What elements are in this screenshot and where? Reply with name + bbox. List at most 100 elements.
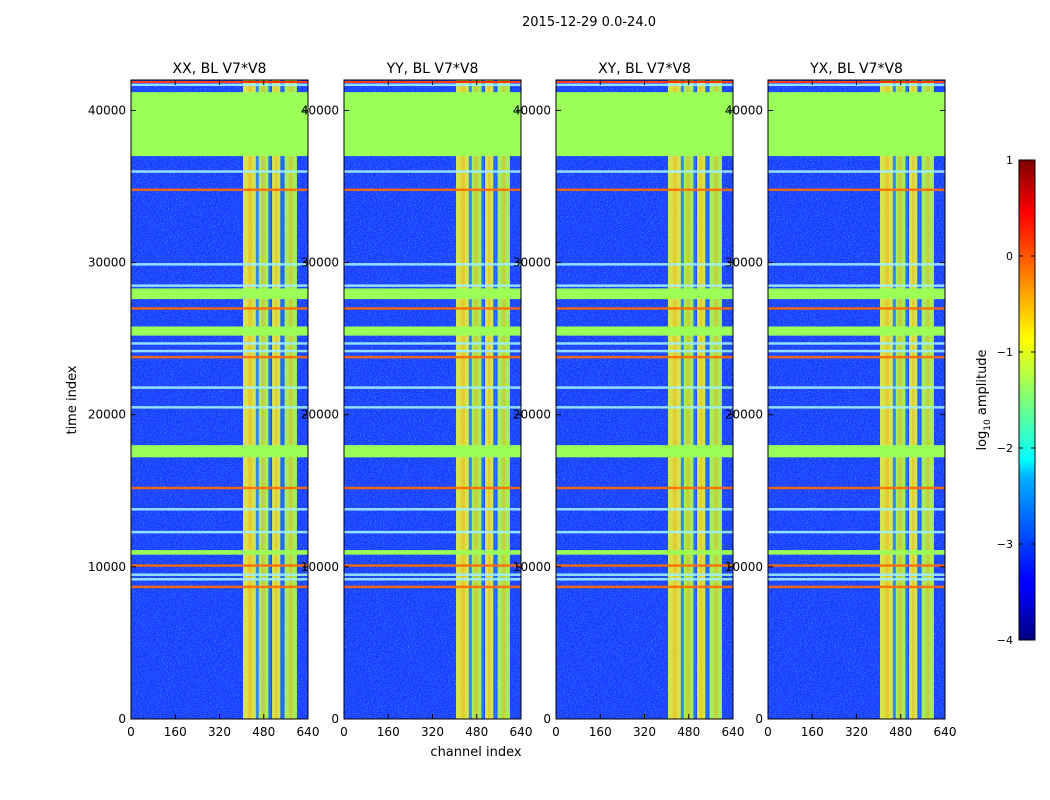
- figure-title: 2015-12-29 0.0-24.0: [522, 15, 656, 30]
- y-tick-label: 10000: [301, 560, 339, 574]
- flagged-range: [768, 92, 945, 157]
- rfi-row: [768, 170, 945, 173]
- rfi-row: [344, 263, 521, 266]
- rfi-row: [344, 170, 521, 173]
- bright-band-core: [699, 80, 703, 719]
- rfi-row: [768, 573, 945, 576]
- rfi-row: [768, 564, 945, 567]
- rfi-row: [131, 530, 308, 534]
- bright-band-core: [460, 80, 465, 719]
- bright-band-core: [274, 80, 278, 719]
- bright-band-core: [288, 80, 293, 719]
- y-tick-label: 20000: [725, 408, 763, 422]
- rfi-row: [556, 386, 733, 389]
- rfi-row: [131, 284, 308, 287]
- rfi-row: [131, 170, 308, 173]
- rfi-row: [556, 578, 733, 581]
- rfi-row: [344, 342, 521, 345]
- bright-band: [485, 80, 494, 719]
- bright-band-core: [884, 80, 889, 719]
- band-gap: [705, 80, 709, 719]
- rfi-row: [768, 188, 945, 192]
- x-tick-label: 640: [297, 725, 320, 739]
- y-tick-label: 30000: [725, 256, 763, 270]
- y-tick-label: 30000: [513, 256, 551, 270]
- y-tick-label: 10000: [88, 560, 126, 574]
- bright-band-core: [487, 80, 491, 719]
- y-tick-label: 30000: [88, 256, 126, 270]
- y-tick-label: 0: [331, 712, 339, 726]
- rfi-row: [768, 349, 945, 353]
- rfi-row: [768, 585, 945, 589]
- bright-band: [697, 80, 706, 719]
- flagged-range: [131, 92, 308, 157]
- x-tick-label: 0: [764, 725, 772, 739]
- flagged-range: [131, 288, 308, 300]
- bright-band: [497, 80, 510, 719]
- y-tick-label: 40000: [88, 103, 126, 117]
- bright-band: [469, 80, 483, 719]
- rfi-row: [556, 564, 733, 567]
- bright-band: [272, 80, 281, 719]
- x-tick-label: 480: [252, 725, 275, 739]
- rfi-row: [556, 406, 733, 409]
- rfi-row: [768, 508, 945, 511]
- colorbar-ticks: 1 0 −1 −2 −3 −4: [997, 154, 1035, 647]
- rfi-row: [131, 307, 308, 310]
- bright-band-core: [474, 80, 478, 719]
- flagged-range: [768, 550, 945, 555]
- rfi-row: [344, 564, 521, 567]
- rfi-row: [344, 573, 521, 576]
- rfi-row: [131, 342, 308, 345]
- rfi-row: [556, 307, 733, 310]
- rfi-row: [768, 263, 945, 266]
- bright-band: [256, 80, 270, 719]
- rfi-row: [556, 188, 733, 192]
- y-tick-label: 20000: [88, 408, 126, 422]
- rfi-row: [131, 486, 308, 490]
- rfi-row: [344, 386, 521, 389]
- rfi-row: [131, 349, 308, 353]
- rfi-row: [344, 355, 521, 359]
- band-gap: [255, 80, 259, 719]
- flagged-range: [556, 326, 733, 336]
- colorbar-label-subscript: 10: [983, 419, 993, 431]
- panel-title: XY, BL V7*V8: [598, 61, 691, 77]
- band-gap: [280, 80, 284, 719]
- x-tick-label: 160: [377, 725, 400, 739]
- rfi-row: [768, 530, 945, 534]
- rfi-row: [131, 573, 308, 576]
- bright-band-core: [898, 80, 902, 719]
- colorbar: 10−1−2−3−4 log10 amplitude: [975, 154, 1036, 647]
- x-tick-label: 0: [340, 725, 348, 739]
- rfi-row: [131, 386, 308, 389]
- y-tick-label: 40000: [301, 103, 339, 117]
- rfi-row: [344, 349, 521, 353]
- flagged-range: [131, 326, 308, 336]
- x-tick-label: 480: [465, 725, 488, 739]
- y-tick-label: 30000: [301, 256, 339, 270]
- x-tick-label: 0: [552, 725, 560, 739]
- rfi-row: [344, 188, 521, 192]
- x-tick-label: 160: [801, 725, 824, 739]
- colorbar-label: log10 amplitude: [975, 349, 993, 450]
- flagged-range: [768, 445, 945, 458]
- band-gap: [468, 80, 472, 719]
- rfi-row: [131, 188, 308, 192]
- panel-3: 0 160 320 480 640 0 10000 20000 30000 40000 XY, BL…: [513, 61, 745, 739]
- flagged-range: [344, 288, 521, 300]
- flagged-range: [768, 326, 945, 336]
- colorbar-label-prefix: log: [975, 431, 990, 451]
- y-tick-label: 40000: [725, 103, 763, 117]
- band-gap: [481, 80, 485, 719]
- rfi-row: [768, 342, 945, 345]
- bright-band: [456, 80, 470, 719]
- rfi-row: [344, 284, 521, 287]
- rfi-row: [556, 355, 733, 359]
- y-tick-label: 10000: [513, 560, 551, 574]
- rfi-row: [768, 486, 945, 490]
- flagged-range: [131, 550, 308, 555]
- rfi-row: [344, 307, 521, 310]
- bright-band: [243, 80, 257, 719]
- flagged-range: [556, 445, 733, 458]
